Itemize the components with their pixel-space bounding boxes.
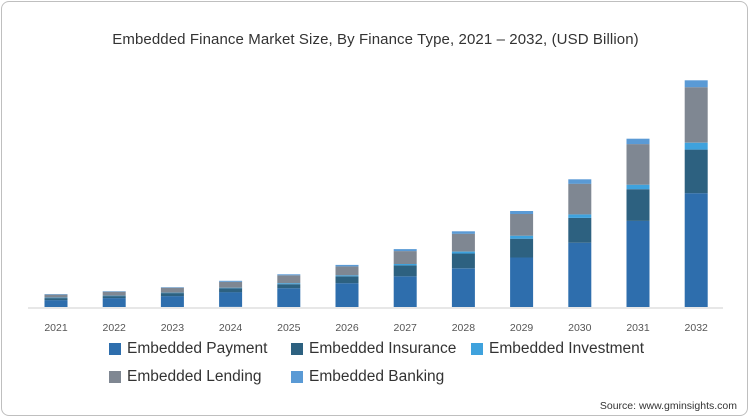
bar-segment-embedded-banking-2021 <box>44 294 68 295</box>
bar-segment-embedded-lending-2028 <box>451 233 475 252</box>
x-tick-label-2023: 2023 <box>161 322 185 334</box>
bar-segment-embedded-lending-2027 <box>393 251 417 264</box>
bar-segment-embedded-lending-2032 <box>684 87 708 143</box>
bar-segment-embedded-banking-2022 <box>102 291 126 292</box>
bar-segment-embedded-banking-2032 <box>684 80 708 88</box>
bar-segment-embedded-lending-2026 <box>335 266 359 276</box>
legend-item-embedded-investment[interactable]: Embedded Investment <box>471 340 644 358</box>
legend-swatch-embedded-insurance <box>291 343 303 355</box>
bar-segment-embedded-insurance-2032 <box>684 149 708 194</box>
bar-segment-embedded-banking-2023 <box>160 287 184 288</box>
bar-segment-embedded-banking-2031 <box>626 138 650 145</box>
bar-segment-embedded-insurance-2030 <box>568 217 592 243</box>
x-tick-label-2031: 2031 <box>626 322 650 334</box>
bar-segment-embedded-lending-2021 <box>44 294 68 298</box>
bar-segment-embedded-lending-2031 <box>626 144 650 185</box>
bar-segment-embedded-insurance-2026 <box>335 276 359 284</box>
bar-segment-embedded-banking-2029 <box>510 211 534 214</box>
bar-segment-embedded-payment-2026 <box>335 283 359 307</box>
bar-segment-embedded-payment-2022 <box>102 298 126 307</box>
bars-group <box>44 80 708 307</box>
bar-segment-embedded-lending-2023 <box>160 287 184 293</box>
legend-label-embedded-insurance: Embedded Insurance <box>309 340 457 357</box>
bar-segment-embedded-investment-2022 <box>102 295 126 297</box>
bar-segment-embedded-banking-2026 <box>335 264 359 267</box>
legend-swatch-embedded-investment <box>471 343 483 355</box>
x-tick-label-2026: 2026 <box>335 322 359 334</box>
x-tick-label-2029: 2029 <box>510 322 534 334</box>
x-tick-label-2028: 2028 <box>452 322 476 334</box>
legend-label-embedded-lending: Embedded Lending <box>127 368 262 385</box>
legend-swatch-embedded-lending <box>109 371 121 383</box>
bar-segment-embedded-investment-2030 <box>568 214 592 218</box>
chart-title: Embedded Finance Market Size, By Finance… <box>112 31 639 48</box>
bar-segment-embedded-payment-2031 <box>626 220 650 307</box>
bar-segment-embedded-insurance-2031 <box>626 189 650 221</box>
bar-segment-embedded-investment-2027 <box>393 263 417 266</box>
bar-segment-embedded-investment-2031 <box>626 184 650 190</box>
bar-segment-embedded-payment-2023 <box>160 296 184 307</box>
bar-segment-embedded-insurance-2023 <box>160 293 184 297</box>
x-tick-labels: 2021 2022 2023 2024 2025 2026 2027 2028 2029 2030… <box>44 322 708 334</box>
bar-segment-embedded-investment-2023 <box>160 292 184 294</box>
x-tick-label-2024: 2024 <box>219 322 243 334</box>
bar-segment-embedded-lending-2022 <box>102 291 126 296</box>
x-tick-label-2021: 2021 <box>44 322 68 334</box>
bar-segment-embedded-lending-2029 <box>510 213 534 236</box>
bar-segment-embedded-insurance-2022 <box>102 296 126 299</box>
bar-segment-embedded-payment-2025 <box>277 288 301 307</box>
x-tick-label-2032: 2032 <box>685 322 709 334</box>
x-tick-label-2022: 2022 <box>103 322 127 334</box>
source-note: Source: www.gminsights.com <box>599 400 737 412</box>
legend-label-embedded-investment: Embedded Investment <box>489 340 645 357</box>
bar-segment-embedded-insurance-2027 <box>393 265 417 277</box>
bar-segment-embedded-investment-2029 <box>510 235 534 239</box>
bar-segment-embedded-banking-2027 <box>393 249 417 252</box>
bar-segment-embedded-payment-2028 <box>451 268 475 307</box>
x-tick-label-2030: 2030 <box>568 322 592 334</box>
bar-segment-embedded-banking-2028 <box>451 231 475 234</box>
bar-segment-embedded-investment-2021 <box>44 297 68 299</box>
bar-segment-embedded-insurance-2025 <box>277 284 301 289</box>
legend-item-embedded-banking[interactable]: Embedded Banking <box>291 368 444 386</box>
bar-segment-embedded-payment-2030 <box>568 242 592 307</box>
bar-segment-embedded-payment-2021 <box>44 300 68 307</box>
legend-swatch-embedded-payment <box>109 343 121 355</box>
bar-segment-embedded-insurance-2021 <box>44 298 68 301</box>
bar-segment-embedded-insurance-2029 <box>510 238 534 258</box>
legend-swatch-embedded-banking <box>291 371 303 383</box>
bar-segment-embedded-payment-2024 <box>219 292 243 307</box>
bar-segment-embedded-investment-2025 <box>277 283 301 285</box>
bar-segment-embedded-banking-2025 <box>277 274 301 276</box>
legend-item-embedded-insurance[interactable]: Embedded Insurance <box>291 340 456 358</box>
legend-item-embedded-payment[interactable]: Embedded Payment <box>109 340 267 358</box>
bar-segment-embedded-banking-2030 <box>568 179 592 184</box>
x-tick-label-2025: 2025 <box>277 322 301 334</box>
bar-segment-embedded-payment-2027 <box>393 276 417 307</box>
legend-label-embedded-banking: Embedded Banking <box>309 368 445 385</box>
bar-segment-embedded-lending-2030 <box>568 183 592 215</box>
bar-segment-embedded-payment-2029 <box>510 257 534 307</box>
bar-segment-embedded-lending-2024 <box>219 281 243 288</box>
bar-segment-embedded-payment-2032 <box>684 193 708 307</box>
bar-segment-embedded-insurance-2028 <box>451 253 475 269</box>
legend-item-embedded-lending[interactable]: Embedded Lending <box>109 368 261 386</box>
bar-segment-embedded-investment-2026 <box>335 275 359 277</box>
legend-label-embedded-payment: Embedded Payment <box>127 340 268 357</box>
bar-segment-embedded-banking-2024 <box>219 280 243 282</box>
bar-segment-embedded-investment-2032 <box>684 142 708 150</box>
bar-segment-embedded-insurance-2024 <box>219 288 243 293</box>
x-tick-label-2027: 2027 <box>394 322 418 334</box>
bar-segment-embedded-investment-2024 <box>219 287 243 289</box>
bar-segment-embedded-lending-2025 <box>277 275 301 284</box>
bar-segment-embedded-investment-2028 <box>451 251 475 254</box>
